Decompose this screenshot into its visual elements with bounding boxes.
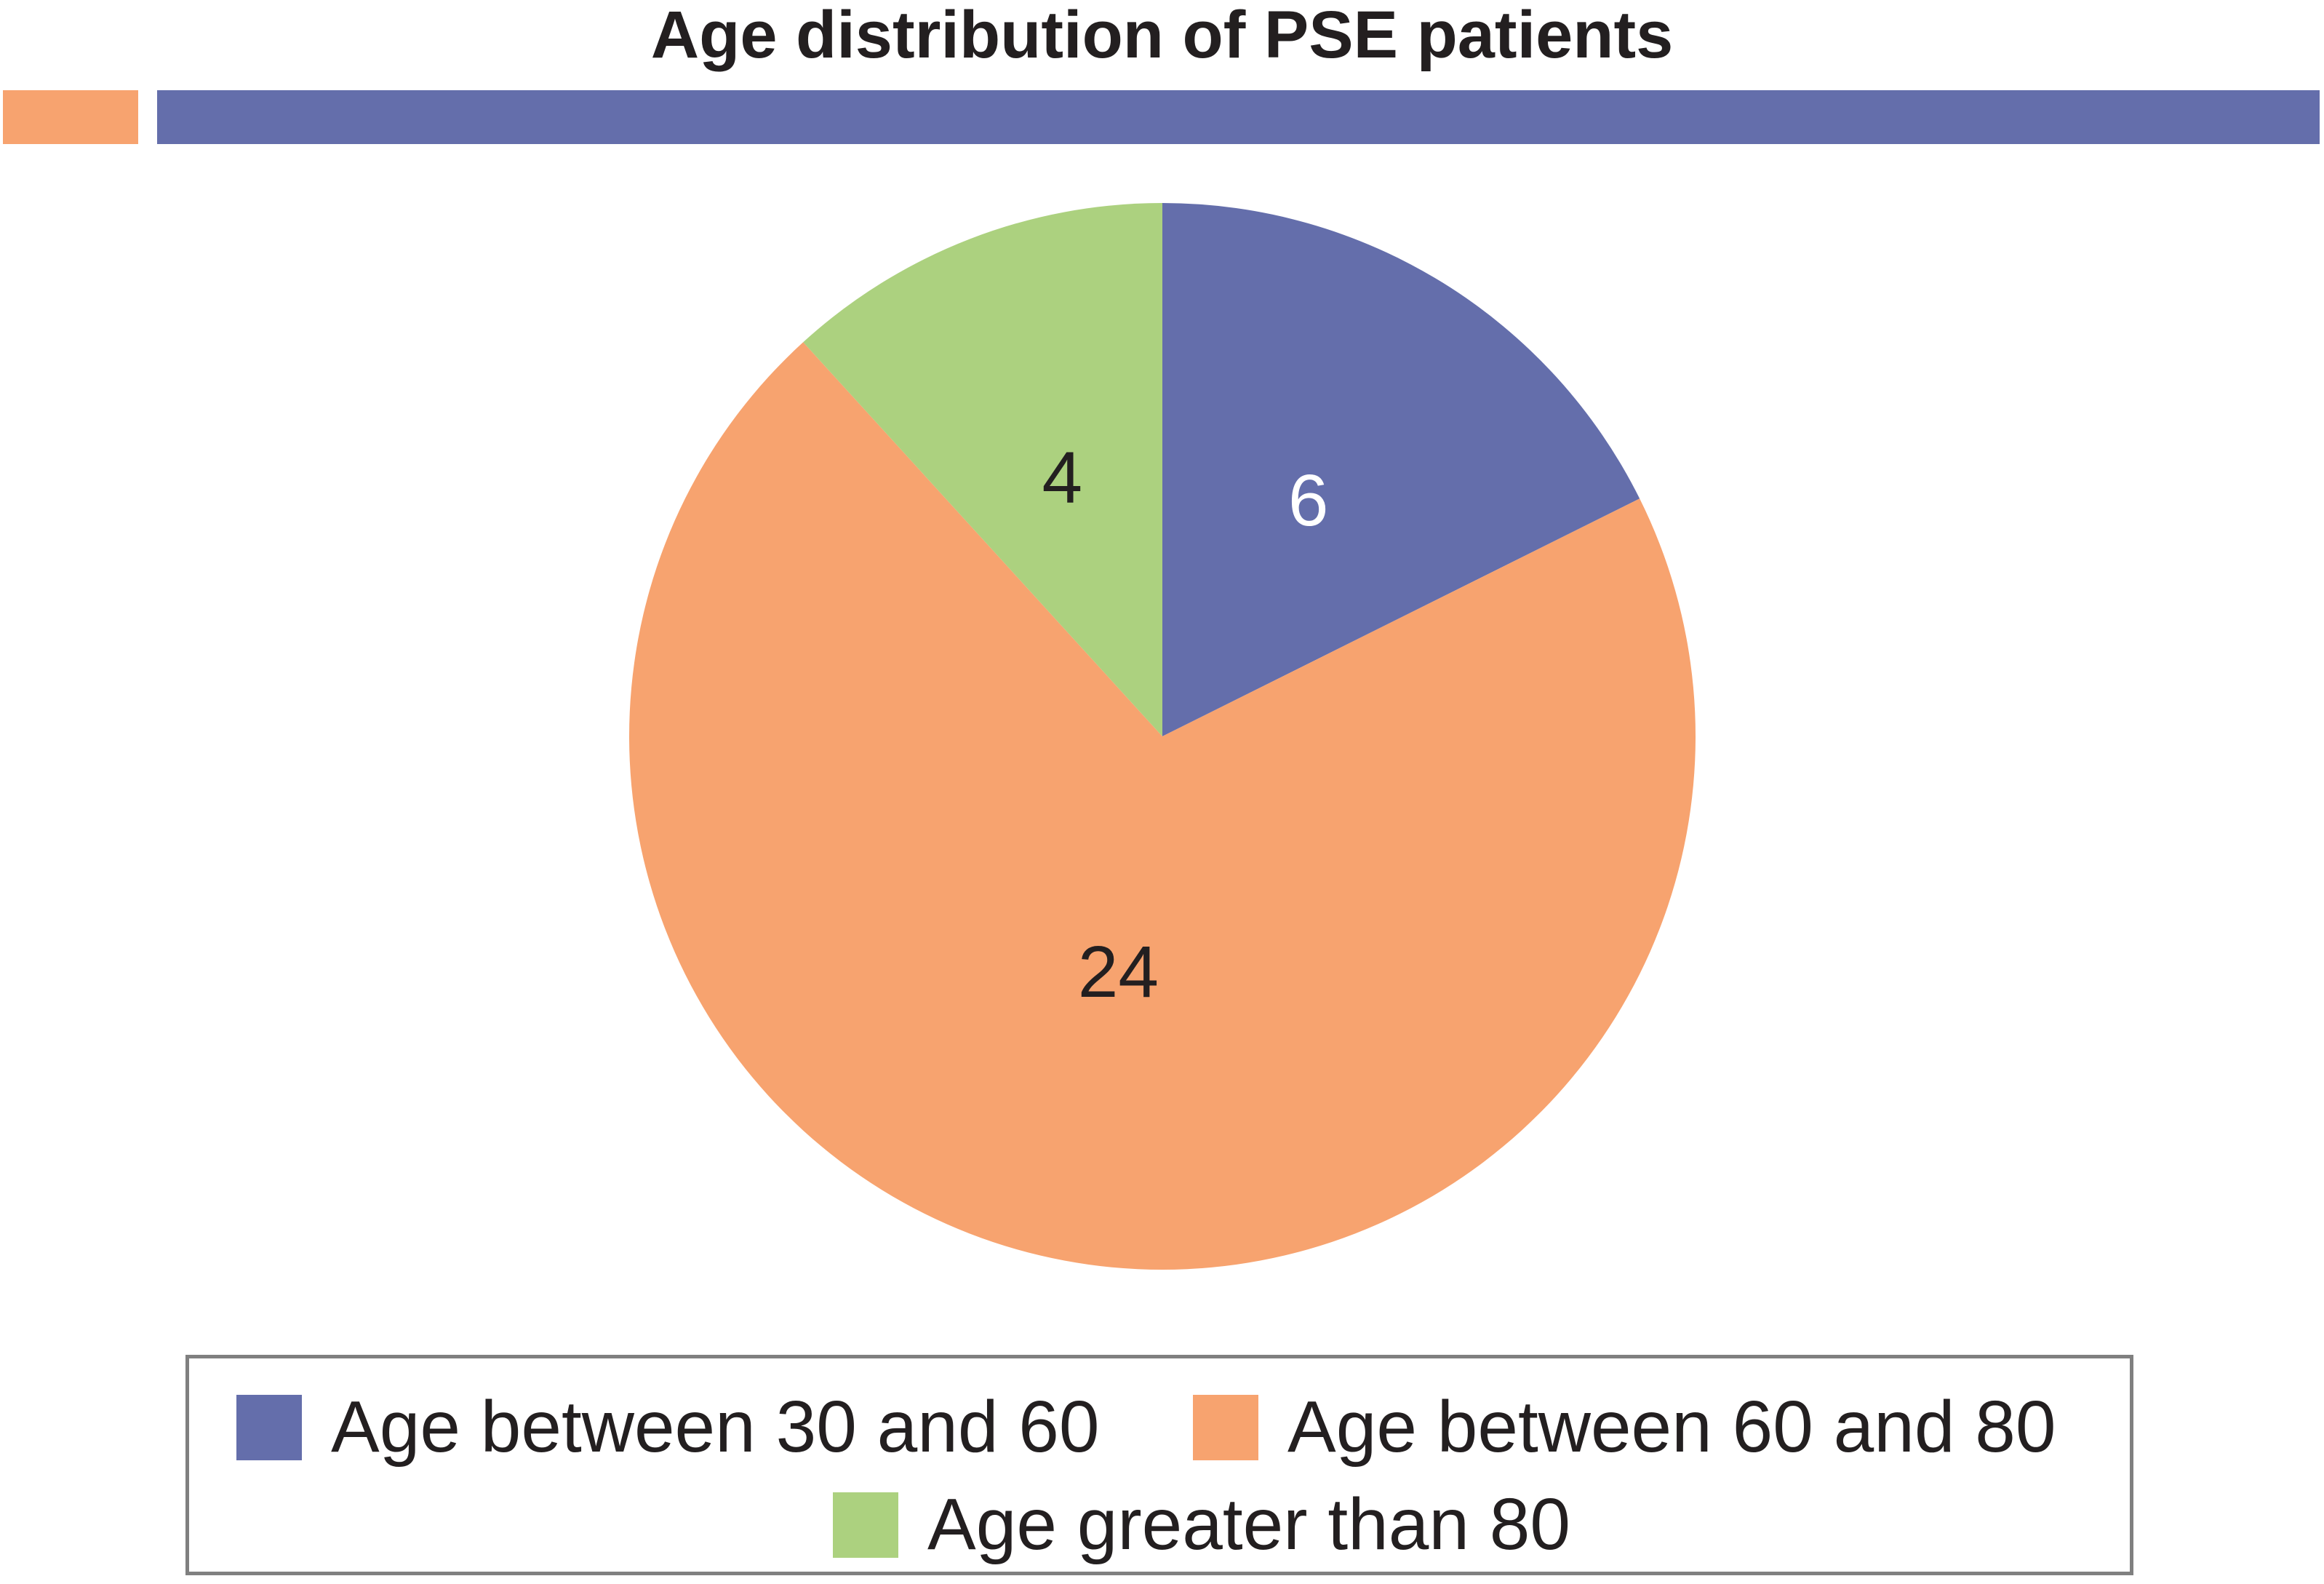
legend: Age between 30 and 60 Age between 60 and… — [185, 1355, 2133, 1575]
legend-label: Age greater than 80 — [927, 1484, 1570, 1565]
pie-chart: 6 24 4 — [629, 203, 1696, 1270]
legend-swatch — [236, 1395, 302, 1460]
legend-swatch — [833, 1492, 898, 1558]
legend-label: Age between 30 and 60 — [331, 1386, 1100, 1468]
slice-value-label: 6 — [1288, 460, 1329, 541]
pie-slice — [1162, 203, 1640, 736]
slice-value-label: 4 — [1042, 437, 1082, 519]
slice-value-label: 24 — [1078, 931, 1159, 1013]
legend-label: Age between 60 and 80 — [1287, 1386, 2056, 1468]
pie-slice — [803, 203, 1162, 736]
header-bar-left — [3, 90, 138, 144]
chart-title: Age distribution of PSE patients — [650, 0, 1674, 72]
pie-slice — [629, 342, 1696, 1270]
legend-swatch — [1193, 1395, 1258, 1460]
header-bar-right — [157, 90, 2320, 144]
